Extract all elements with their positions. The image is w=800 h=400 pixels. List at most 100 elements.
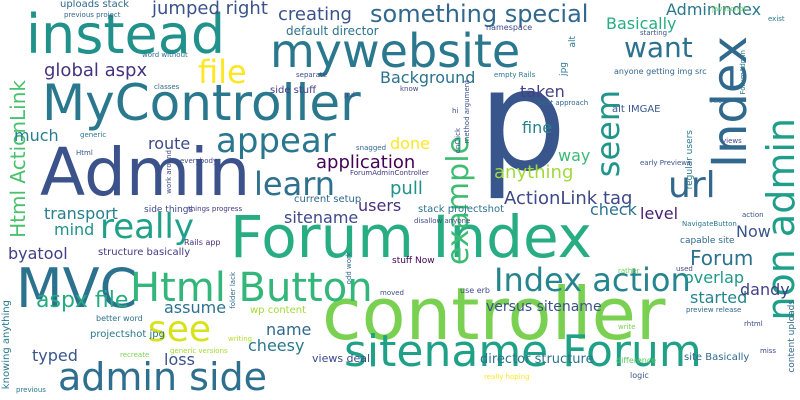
word-forumadmincontroller: ForumAdminController: [350, 169, 429, 177]
word-anything: anything: [494, 162, 574, 183]
word-hi: hi: [452, 107, 459, 115]
word-started: started: [690, 288, 748, 307]
word-director-structure: director structure: [480, 352, 594, 367]
word-actionlink-tag: ActionLink tag: [504, 188, 633, 209]
word-mywebsite: mywebsite: [270, 24, 521, 78]
word-check: check: [590, 200, 637, 219]
word-file: file: [198, 53, 247, 91]
word-wp-content: wp content: [250, 305, 306, 316]
word-previous: previous: [16, 386, 46, 394]
word-site-basically: site Basically: [684, 352, 750, 363]
word-things-progress: things progress: [188, 205, 243, 213]
word-capable-site: capable site: [680, 236, 735, 246]
word-method-argument: method argument: [463, 80, 471, 144]
word-recreate: recreate: [120, 351, 150, 359]
word-current-setup: current setup: [294, 194, 362, 205]
word-p: p: [478, 40, 567, 203]
word-level: level: [640, 204, 679, 223]
word-mvc: MVC: [16, 257, 138, 320]
word-onclick: onClick: [454, 128, 462, 154]
word-use-erb: use erb: [460, 286, 490, 295]
word-byatool: byatool: [8, 244, 68, 263]
word-want: want: [624, 31, 693, 64]
word-moved: moved: [380, 289, 404, 297]
word-index-action: Index action: [494, 261, 691, 299]
word-loss: loss: [164, 350, 195, 369]
word-projectshot-jpg: projectshot jpg: [90, 329, 165, 340]
word-rather: rather: [618, 267, 640, 275]
word-used: used: [676, 265, 693, 273]
word-forum: Forum: [690, 246, 754, 270]
word-route: route: [148, 134, 191, 153]
word-alt: alt: [568, 36, 578, 48]
word-best-approach: best approach: [538, 99, 589, 107]
word-mind: mind: [54, 220, 95, 239]
word-rhtml: rhtml: [744, 320, 763, 328]
word-global-aspx: global aspx: [44, 60, 148, 81]
word-versus-sitename: versus sitename: [486, 299, 602, 315]
word-generic-versions: generic versions: [170, 347, 228, 355]
word-assume: assume: [164, 298, 227, 317]
word-uploads-stack: uploads stack: [60, 0, 129, 10]
word-default-director: default director: [286, 24, 379, 38]
word-starting: starting: [640, 29, 668, 37]
word-pull: pull: [390, 178, 423, 199]
word-jumped-right: jumped right: [152, 0, 268, 19]
word-folder-lack: folder lack: [229, 272, 237, 309]
word-writing: writing: [228, 335, 253, 343]
word-stuff-now: stuff Now: [392, 256, 435, 266]
word-html: Html: [76, 149, 93, 157]
word-pul: pul: [344, 91, 355, 99]
word-side-things: side things: [144, 205, 194, 215]
word-fine: fine: [522, 118, 553, 137]
word-everybody: everybody: [180, 157, 218, 165]
word-dandy: dandy: [740, 280, 790, 299]
word-mic: Mic: [710, 97, 722, 105]
word-users: users: [358, 196, 402, 215]
word-background: Background: [380, 68, 476, 87]
word-separate: separate: [296, 71, 327, 79]
word-example: example: [441, 136, 476, 266]
word-creating: creating: [278, 4, 352, 25]
word-sitename-forum: sitename Forum: [344, 326, 702, 377]
word-miss: miss: [760, 347, 777, 355]
word-difference: difference: [616, 356, 657, 365]
word-learn: learn: [254, 165, 336, 203]
word-early-previews: early Previews: [640, 159, 691, 167]
word-really-hoping: really hoping: [484, 373, 530, 381]
word-views-deal: views deal: [312, 352, 371, 365]
word-appear: appear: [216, 121, 336, 161]
word-write: write: [618, 323, 636, 331]
word-transport: transport: [44, 204, 118, 223]
word-stack-projectshot: stack projectshot: [418, 204, 505, 215]
word-way: way: [558, 146, 591, 165]
word-really: really: [100, 207, 194, 247]
word-navigatebutton: NavigateButton: [682, 220, 737, 228]
word-something-special: something special: [370, 0, 589, 28]
word-word-without: word without: [142, 51, 188, 59]
word-knowing-anything: knowing anything: [1, 300, 12, 390]
word-controller: controller: [322, 272, 666, 356]
word-done: done: [390, 134, 430, 153]
word-know: know: [400, 85, 419, 93]
word-disallow-anyone: disallow anyone: [414, 217, 471, 225]
word-sitename: sitename: [284, 208, 359, 227]
word-generic: generic: [80, 131, 107, 139]
word-preview-release: preview release: [686, 306, 742, 314]
word-mycontroller: MyController: [42, 74, 361, 132]
word-application: application: [316, 152, 416, 173]
word-logic: logic: [630, 371, 649, 380]
word-html-actionlink: Html ActionLink: [6, 80, 30, 238]
word-basically: Basically: [606, 14, 677, 33]
word-admin: Admin: [40, 134, 251, 211]
word-jpg: jpg: [559, 62, 569, 76]
word-snagged: snagged: [356, 144, 387, 152]
word-content-uploads: content uploads: [787, 300, 797, 373]
word-overlap: overlap: [684, 268, 745, 287]
word-alt-imgae: alt IMGAE: [612, 104, 661, 115]
word-forumadmin: ForumAdmin: [739, 50, 747, 95]
word-javascript: javascript: [712, 5, 747, 13]
word-odd-work: odd work: [345, 252, 353, 285]
word-html-button: Html Button: [130, 265, 373, 311]
